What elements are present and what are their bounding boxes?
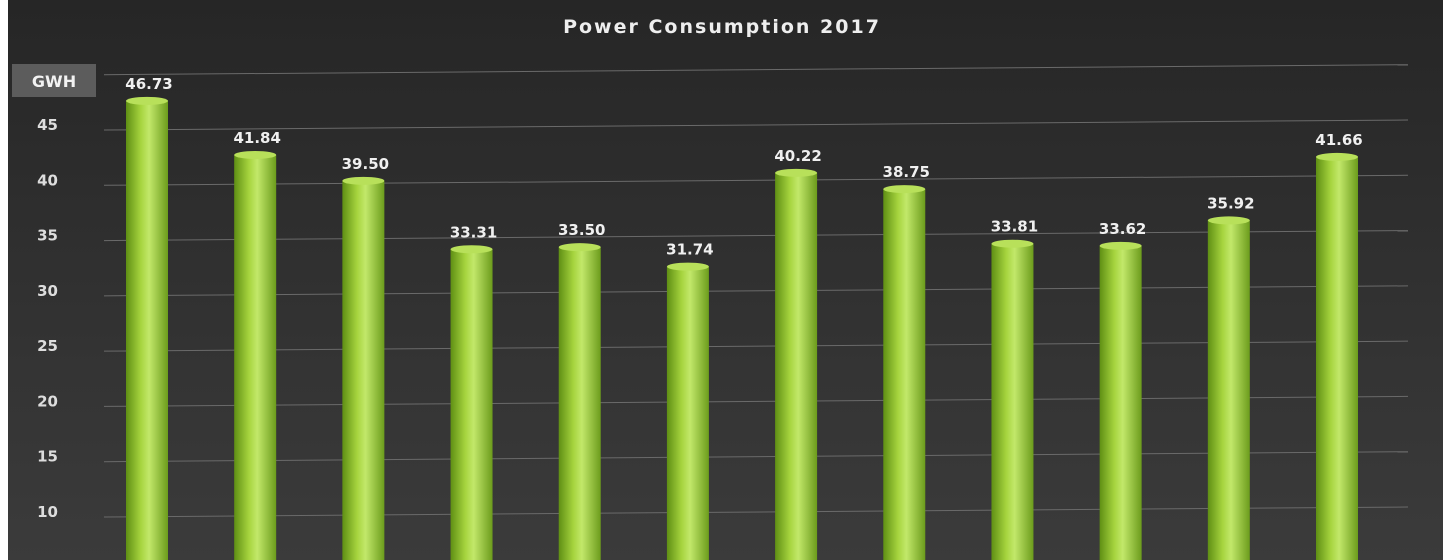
bar-cap <box>1099 241 1142 250</box>
y-tick-label: 10 <box>37 503 58 521</box>
data-label: 35.92 <box>1207 194 1254 212</box>
bar <box>558 247 601 560</box>
bar-cap <box>1207 216 1250 225</box>
gridline <box>103 506 1409 518</box>
chart-title: Power Consumption 2017 <box>563 16 881 38</box>
y-axis-ticks: 10 15 20 25 30 35 40 45 <box>37 116 58 521</box>
y-tick-label: 30 <box>37 282 58 300</box>
bar-cap <box>883 185 926 194</box>
data-label: 46.73 <box>125 75 172 93</box>
data-label: 33.62 <box>1099 220 1146 238</box>
bar-cap <box>775 168 818 177</box>
bar <box>883 189 926 560</box>
bar-cap <box>1316 152 1358 161</box>
gridline <box>103 174 1409 186</box>
gridline <box>103 395 1409 407</box>
bar <box>342 180 385 560</box>
y-tick-label: 40 <box>37 171 58 189</box>
data-label: 31.74 <box>666 241 713 259</box>
data-label: 41.66 <box>1315 131 1362 149</box>
y-tick-label: 25 <box>37 337 58 355</box>
gridline <box>103 230 1409 242</box>
gridline <box>103 451 1409 463</box>
data-label: 39.50 <box>342 155 389 173</box>
y-tick-label: 45 <box>37 116 58 134</box>
bar <box>1316 156 1358 560</box>
data-label: 40.22 <box>774 147 821 165</box>
gridline <box>103 119 1409 131</box>
data-label: 38.75 <box>883 163 930 181</box>
y-axis-unit-label: GWH <box>32 72 76 91</box>
bar-cap <box>126 96 168 105</box>
bar-cap <box>234 150 277 159</box>
gridlines <box>103 64 1409 518</box>
bar <box>991 243 1034 560</box>
bar-cap <box>450 245 493 254</box>
gridline <box>103 64 1409 76</box>
bar <box>450 249 493 560</box>
y-tick-label: 35 <box>37 227 58 245</box>
gridline <box>103 340 1409 352</box>
y-tick-label: 20 <box>37 392 58 410</box>
bar <box>1099 245 1142 560</box>
y-tick-label: 15 <box>37 448 58 466</box>
data-label: 41.84 <box>233 129 280 147</box>
bar <box>234 154 277 560</box>
bar <box>126 100 168 560</box>
bar <box>1207 220 1250 560</box>
data-label: 33.50 <box>558 221 605 239</box>
bar-cap <box>558 243 601 252</box>
gridline <box>103 285 1409 297</box>
bars <box>126 96 1358 560</box>
bar-cap <box>991 239 1034 248</box>
bar <box>775 172 818 560</box>
data-labels: 46.73 41.84 39.50 33.31 33.50 31.74 40.22 38.75… <box>125 75 1362 259</box>
data-label: 33.81 <box>991 218 1038 236</box>
data-label: 33.31 <box>450 223 497 241</box>
unit-label-box <box>12 64 96 97</box>
bar-cap <box>666 262 709 271</box>
bar <box>666 266 709 560</box>
bar-cap <box>342 176 385 185</box>
